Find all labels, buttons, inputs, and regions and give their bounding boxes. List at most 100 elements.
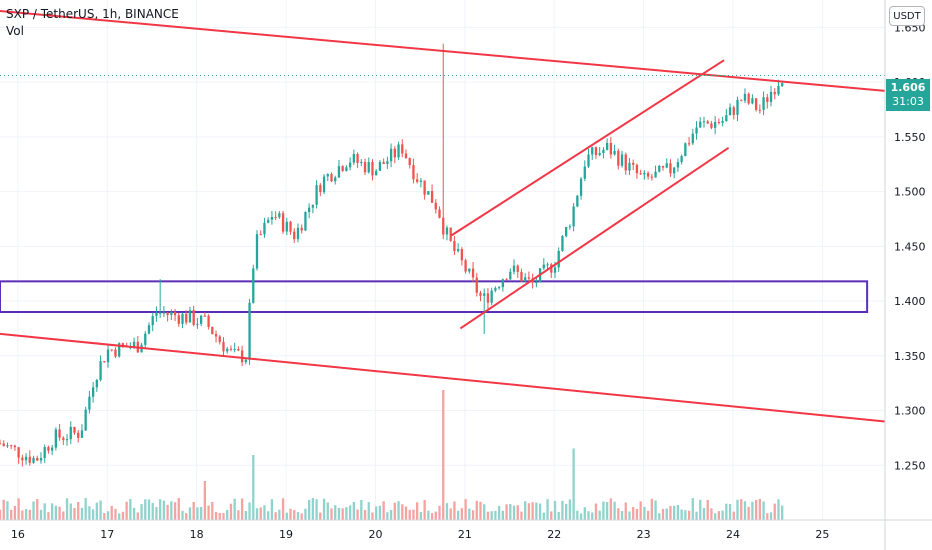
candle-body (62, 437, 65, 441)
volume-bar (352, 501, 356, 520)
candle-body (527, 277, 531, 279)
volume-bar (214, 511, 218, 520)
candle-body (598, 153, 601, 156)
candle-body (10, 445, 13, 447)
candle-body (103, 361, 106, 363)
candle-body (367, 162, 370, 173)
volume-bar (643, 506, 646, 520)
support-zone[interactable] (0, 280, 869, 314)
candle-body (218, 336, 221, 342)
candle-body (658, 165, 661, 172)
candle-body (0, 443, 2, 445)
volume-bar (125, 501, 128, 520)
candle-body (728, 107, 732, 116)
candle-body (17, 447, 20, 458)
volume-bar (326, 502, 329, 520)
volume-bar (140, 504, 143, 520)
volume-bar (252, 455, 255, 520)
volume-bar (695, 511, 698, 520)
candle-body (401, 144, 404, 154)
volume-bar (568, 499, 572, 520)
volume-bar (73, 507, 76, 520)
candle-body (781, 83, 784, 87)
volume-bar (468, 508, 471, 520)
volume-bar (605, 502, 609, 520)
price-tick-label: 1.500 (894, 186, 926, 199)
volume-bar (404, 506, 408, 520)
volume-bar (10, 509, 13, 520)
candle-body (274, 216, 277, 218)
candle-body (386, 161, 389, 164)
candle-body (609, 142, 613, 155)
volume-bar (337, 507, 341, 520)
volume-bar (680, 509, 683, 520)
volume-bar (375, 506, 378, 520)
volume-bar (147, 499, 151, 520)
trendlines[interactable] (0, 9, 886, 423)
candle-body (565, 226, 568, 237)
volume-bar (572, 448, 575, 520)
volume-indicator-label[interactable]: Vol (6, 24, 24, 38)
candle-body (162, 312, 166, 314)
candle-body (263, 222, 266, 235)
candle-body (240, 350, 244, 363)
candle-body (237, 349, 240, 351)
volume-bar (222, 513, 225, 520)
grid-lines (0, 0, 885, 520)
volume-bar (348, 505, 352, 520)
volume-bar (77, 501, 80, 520)
candle-body (58, 429, 61, 438)
candle-body (144, 333, 147, 345)
volume-bar (442, 390, 445, 520)
candle-body (643, 172, 646, 175)
volume-bar (512, 505, 516, 520)
candle-body (777, 86, 780, 95)
candle-body (572, 206, 575, 227)
volume-bar (423, 499, 426, 520)
candle-body (419, 180, 423, 182)
candle-body (501, 279, 504, 288)
candle-body (214, 334, 218, 337)
volume-bar (84, 498, 87, 520)
candle-body (69, 426, 72, 440)
price-tick-label: 1.350 (894, 350, 926, 363)
candle-body (300, 227, 303, 231)
volume-bar (773, 503, 776, 520)
volume-bar (777, 499, 780, 520)
candle-body (464, 260, 467, 272)
candle-body (579, 178, 583, 196)
volume-bar (725, 503, 728, 520)
volume-bar (389, 509, 393, 520)
candle-body (568, 226, 572, 228)
candle-body (337, 166, 341, 178)
candle-body (605, 142, 609, 150)
candle-body (497, 287, 501, 289)
candle-body (747, 93, 750, 104)
volume-bar (676, 505, 680, 520)
candle-body (233, 349, 236, 351)
volume-bar (743, 501, 747, 520)
symbol-title[interactable]: SXP / TetherUS, 1h, BINANCE (6, 7, 179, 21)
candle-body (602, 149, 605, 154)
volume-bar (330, 508, 333, 520)
candle-body (732, 107, 735, 115)
candle-body (43, 447, 46, 458)
volume-bar (58, 506, 61, 520)
candle-body (382, 162, 385, 164)
candle-body (505, 279, 508, 281)
candle-body (77, 432, 80, 438)
candle-body (516, 265, 519, 272)
volume-bar (699, 499, 702, 520)
time-tick-label: 18 (190, 528, 204, 541)
candle-body (39, 457, 43, 461)
volume-bar (255, 508, 259, 520)
volume-bar (617, 508, 620, 520)
candle-body (95, 379, 98, 388)
volume-bar (103, 513, 106, 520)
volume-bar (386, 512, 389, 520)
candle-body (717, 122, 721, 124)
currency-button[interactable]: USDT (889, 6, 925, 26)
volume-bar (110, 505, 113, 520)
volume-bar (445, 503, 449, 520)
